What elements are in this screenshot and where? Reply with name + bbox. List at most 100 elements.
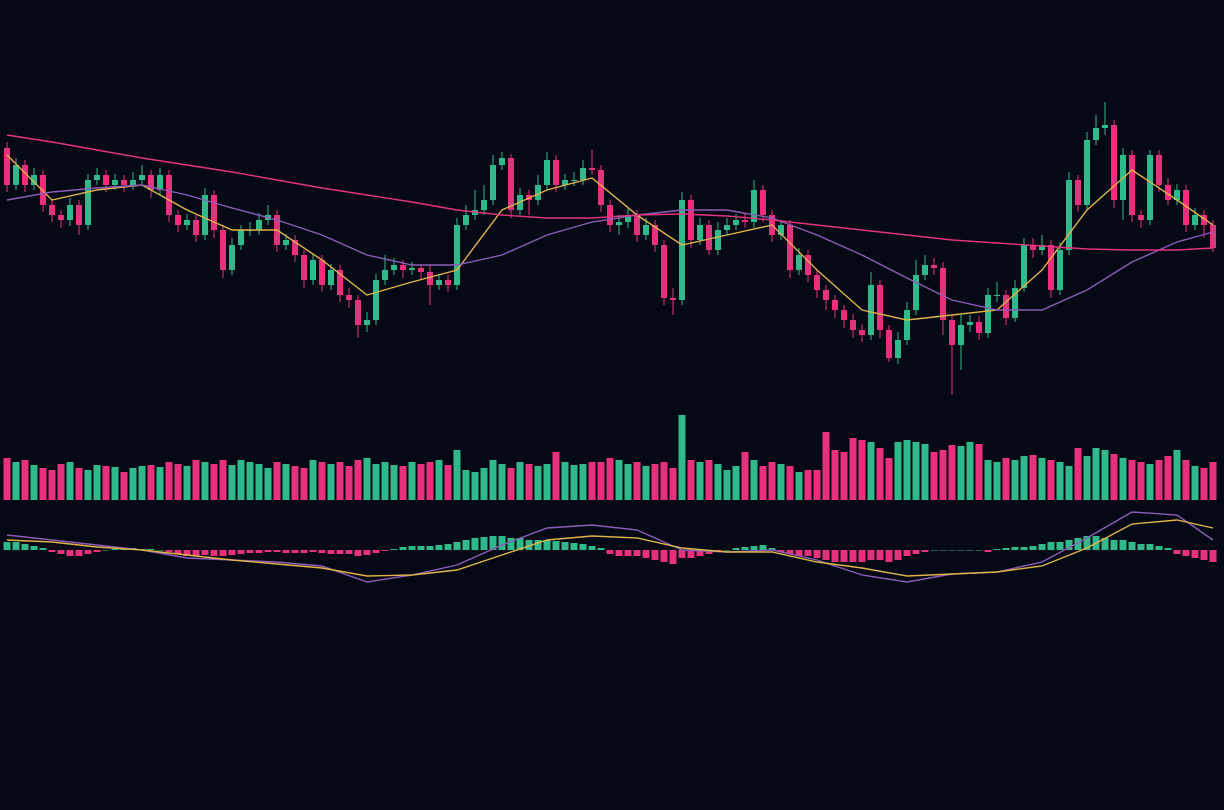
candle-body [1039,245,1045,250]
macd-histogram-bar [399,547,407,550]
macd-histogram-bar [687,550,695,558]
candle-body [301,255,307,280]
macd-histogram-bar [498,536,506,550]
macd-histogram-bar [534,540,542,550]
volume-bar [885,458,893,500]
candle-body [490,165,496,200]
volume-bar [1038,458,1046,500]
candle-body [706,225,712,250]
volume-bar [471,472,479,500]
candle-body [1084,140,1090,205]
candle-body [121,180,127,185]
macd-histogram-bar [633,550,641,556]
macd-histogram-bar [849,550,857,562]
volume-bar [561,462,569,500]
volume-bar [543,464,551,500]
candle-body [409,268,415,270]
volume-bar [1191,466,1199,500]
volume-bar [525,464,533,500]
volume-bar [111,467,119,500]
volume-bar [714,464,722,500]
moving-average-line [6,184,1214,311]
volume-bar [48,470,56,500]
candle-body [310,260,316,280]
macd-histogram-bar [1002,548,1010,550]
volume-bar [1173,450,1181,500]
volume-bar [975,444,983,500]
macd-histogram-bar [651,550,659,560]
macd-histogram-bar [894,550,902,560]
candle-body [139,175,145,180]
macd-histogram-bar [1155,546,1163,550]
macd-histogram-bar [876,550,884,560]
volume-bar [678,415,686,500]
volume-bar [174,464,182,500]
candle-body [724,225,730,230]
macd-histogram-bar [255,550,263,553]
macd-histogram-bar [597,548,605,550]
macd-histogram-bar [1146,544,1154,550]
volume-bar [507,468,515,500]
candle-body [670,298,676,300]
candle-body [841,310,847,320]
macd-line [6,511,1214,583]
volume-bar [588,462,596,500]
macd-histogram-bar [561,542,569,550]
macd-histogram-bar [1173,550,1181,554]
macd-histogram-bar [93,550,101,552]
candle-body [211,195,217,230]
volume-bar [1074,448,1082,500]
macd-histogram-bar [1110,540,1118,550]
candle-body [1174,190,1180,200]
volume-bar [858,440,866,500]
volume-bar [1200,468,1208,500]
candle-body [679,200,685,300]
candle-body [103,175,109,185]
volume-bar [327,464,335,500]
candle-body [157,175,163,190]
candle-body [112,180,118,185]
candle-body [4,148,10,185]
volume-bar [633,462,641,500]
macd-histogram-bar [660,550,668,562]
volume-bar [165,462,173,500]
volume-bar [201,462,209,500]
volume-bar [1011,460,1019,500]
volume-bar [246,462,254,500]
macd-line [6,519,1214,577]
macd-histogram-bar [993,549,1001,550]
macd-histogram-bar [192,550,200,556]
macd-histogram-bar [642,550,650,558]
candle-body [976,322,982,333]
candle-body [940,268,946,320]
macd-histogram-bar [84,550,92,554]
macd-histogram-bar [444,544,452,550]
volume-bar [336,462,344,500]
volume-bar [579,464,587,500]
volume-bar [768,462,776,500]
macd-histogram-bar [669,550,677,564]
volume-bar [966,442,974,500]
candle-body [742,220,748,222]
macd-histogram-bar [759,545,767,550]
macd-histogram-bar [12,542,20,550]
volume-bar [1137,462,1145,500]
macd-histogram-bar [111,549,119,550]
candle-body [1111,125,1117,200]
candle-body [256,220,262,230]
volume-bar [822,432,830,500]
candle-body [319,260,325,285]
candle-body [886,330,892,358]
macd-histogram-bar [417,546,425,550]
volume-bar [426,462,434,500]
volume-bar [624,464,632,500]
macd-histogram-bar [48,550,56,552]
volume-bar [741,452,749,500]
candle-body [958,325,964,345]
candle-body [373,280,379,320]
volume-bar [1128,460,1136,500]
candle-body [850,320,856,330]
macd-histogram-bar [957,550,965,551]
volume-bar [1020,456,1028,500]
